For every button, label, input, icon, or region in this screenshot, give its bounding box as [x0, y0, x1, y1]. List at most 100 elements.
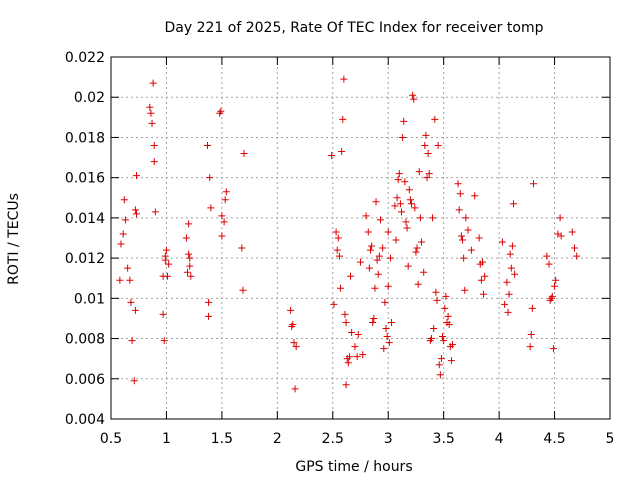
- data-point: [441, 304, 449, 312]
- data-point: [376, 216, 384, 224]
- data-point: [412, 248, 420, 256]
- data-point: [357, 258, 364, 266]
- data-point: [239, 286, 247, 294]
- data-point: [436, 371, 444, 379]
- data-points: [116, 75, 581, 393]
- y-tick-label: 0.014: [65, 211, 105, 227]
- data-point: [422, 131, 430, 139]
- data-point: [417, 238, 425, 246]
- y-axis-label: ROTI / TECUs: [6, 193, 22, 285]
- data-point: [217, 107, 225, 115]
- y-tick-label: 0.022: [65, 50, 105, 66]
- data-point: [434, 141, 442, 149]
- x-tick-label: 0.5: [100, 431, 122, 447]
- data-point: [287, 306, 295, 314]
- data-point: [396, 200, 404, 208]
- data-point: [206, 174, 214, 182]
- data-point: [146, 103, 154, 111]
- data-point: [345, 353, 353, 361]
- data-point: [526, 343, 534, 351]
- x-tick-label: 3.5: [433, 431, 455, 447]
- data-point: [475, 234, 483, 242]
- data-point: [187, 272, 195, 280]
- data-point: [467, 246, 475, 254]
- data-point: [222, 188, 230, 196]
- data-point: [131, 306, 139, 314]
- data-point: [471, 192, 479, 200]
- data-point: [449, 341, 457, 349]
- data-point: [205, 312, 213, 320]
- data-point: [505, 290, 513, 298]
- data-point: [408, 200, 416, 208]
- data-point: [340, 75, 348, 83]
- data-point: [551, 282, 559, 290]
- data-point: [365, 264, 373, 272]
- x-tick-label: 5: [606, 431, 615, 447]
- data-point: [508, 242, 516, 250]
- data-point: [205, 298, 213, 306]
- data-point: [445, 320, 453, 328]
- data-point: [338, 148, 346, 156]
- data-point: [334, 234, 342, 242]
- data-point: [481, 272, 489, 280]
- data-point: [117, 240, 125, 248]
- data-point: [220, 218, 228, 226]
- data-point: [126, 276, 134, 284]
- data-point: [402, 218, 410, 226]
- data-point: [128, 337, 136, 345]
- y-tick-label: 0.004: [65, 412, 105, 428]
- data-point: [185, 250, 193, 258]
- data-point: [416, 214, 424, 222]
- data-point: [529, 180, 537, 188]
- data-point: [366, 246, 374, 254]
- data-point: [292, 343, 300, 351]
- data-point: [430, 325, 438, 332]
- data-point: [383, 333, 391, 341]
- data-point: [203, 141, 211, 149]
- x-tick-label: 2: [273, 431, 282, 447]
- data-point: [398, 208, 406, 216]
- data-point: [121, 216, 129, 224]
- data-point: [548, 292, 556, 300]
- data-point: [207, 204, 215, 212]
- data-point: [413, 244, 421, 252]
- data-point: [185, 220, 193, 228]
- plot-area-frame: [110, 56, 611, 420]
- data-point: [410, 95, 418, 103]
- data-point: [149, 79, 157, 87]
- data-point: [405, 186, 413, 194]
- data-point: [573, 252, 581, 260]
- data-point: [384, 282, 392, 290]
- data-point: [148, 119, 156, 127]
- data-point: [240, 150, 248, 158]
- data-point: [164, 272, 172, 280]
- data-point: [124, 264, 132, 272]
- data-point: [374, 270, 382, 278]
- data-point: [400, 117, 408, 125]
- data-point: [368, 242, 376, 250]
- data-point: [372, 198, 380, 206]
- x-tick-label: 3: [384, 431, 393, 447]
- data-point: [291, 385, 299, 393]
- data-point: [186, 254, 194, 262]
- data-point: [401, 178, 409, 186]
- data-point: [424, 150, 432, 158]
- data-point: [399, 133, 407, 141]
- data-point: [552, 276, 560, 284]
- data-point: [381, 298, 389, 306]
- data-point: [406, 196, 414, 204]
- data-point: [354, 331, 362, 339]
- data-point: [506, 250, 514, 258]
- data-point: [433, 296, 441, 304]
- y-tick-label: 0.01: [74, 291, 105, 307]
- data-point: [571, 244, 579, 252]
- data-point: [359, 351, 367, 359]
- data-point: [384, 228, 392, 236]
- data-point: [455, 206, 463, 214]
- data-point: [395, 170, 403, 178]
- data-point: [161, 256, 169, 264]
- x-tick-label: 2.5: [322, 431, 344, 447]
- data-point: [131, 206, 139, 214]
- data-point: [348, 329, 356, 337]
- data-point: [369, 318, 377, 326]
